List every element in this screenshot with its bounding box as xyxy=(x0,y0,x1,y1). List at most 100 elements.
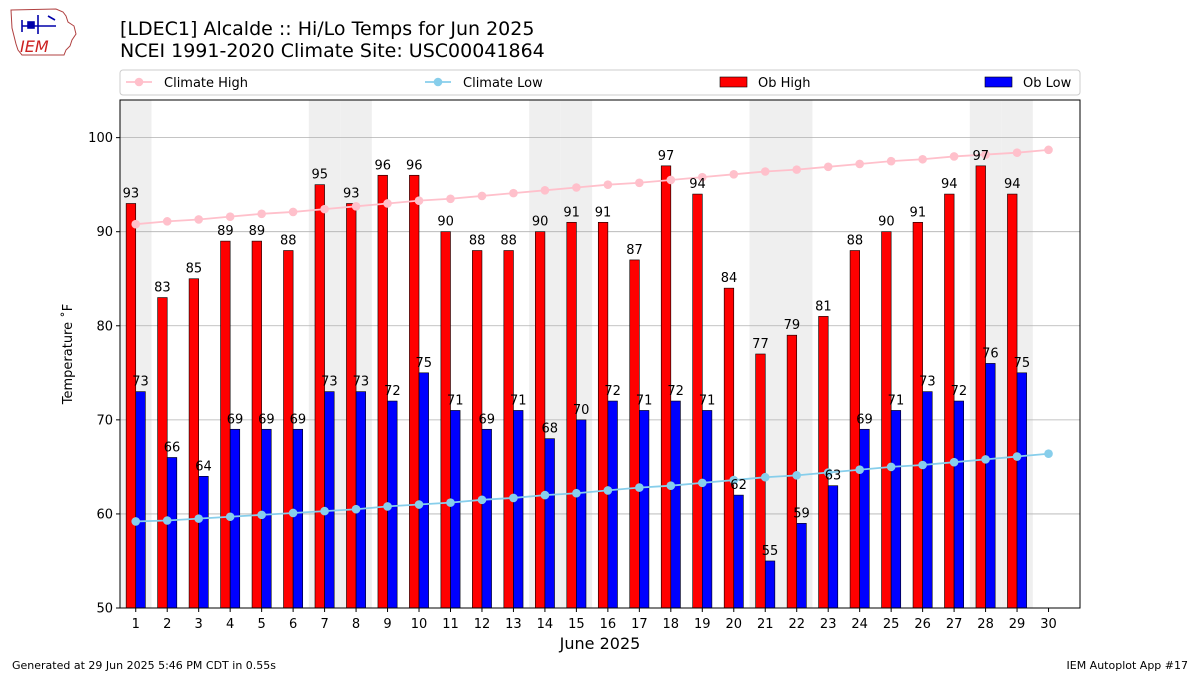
ytick-label-100: 100 xyxy=(88,131,113,146)
plot-frame xyxy=(119,99,1081,609)
ob-high-label-8: 93 xyxy=(343,186,360,201)
climate-low-point-21 xyxy=(760,472,770,482)
ob-low-bar-14 xyxy=(544,438,555,609)
xtick-label-11: 11 xyxy=(442,617,459,632)
ob-high-bar-14 xyxy=(535,231,546,609)
ob-low-label-5: 69 xyxy=(258,412,275,427)
xtick-label-10: 10 xyxy=(411,617,428,632)
climate-high-point-11 xyxy=(446,194,455,204)
ob-high-bar-6 xyxy=(283,250,294,609)
ob-high-label-11: 90 xyxy=(437,215,454,230)
xtick-label-19: 19 xyxy=(694,617,711,632)
climate-high-point-2 xyxy=(162,217,172,226)
ob-low-bar-19 xyxy=(701,410,713,609)
xtick-label-8: 8 xyxy=(352,617,360,632)
ob-low-bar-25 xyxy=(890,410,902,609)
climate-high-point-7 xyxy=(320,204,329,214)
ob-low-label-4: 69 xyxy=(227,412,244,427)
ob-high-label-18: 97 xyxy=(658,149,675,164)
legend-climate-low-label: Climate Low xyxy=(463,76,543,91)
ytick-label-70: 70 xyxy=(96,413,113,428)
ob-low-bar-10 xyxy=(418,372,429,609)
ob-high-label-25: 90 xyxy=(878,215,895,230)
ob-low-label-19: 71 xyxy=(699,393,716,408)
climate-low-point-28 xyxy=(981,455,990,464)
climate-high-point-4 xyxy=(225,212,235,221)
climate-low-point-14 xyxy=(540,490,550,500)
ob-high-bar-24 xyxy=(849,250,860,609)
xtick-label-18: 18 xyxy=(663,617,680,632)
climate-low-point-29 xyxy=(1012,452,1022,461)
ob-low-label-23: 63 xyxy=(825,469,842,484)
climate-high-point-17 xyxy=(635,178,644,188)
ob-high-label-16: 91 xyxy=(595,205,612,220)
climate-low-point-7 xyxy=(320,506,329,516)
xtick-label-29: 29 xyxy=(1009,617,1026,632)
generated-footer: Generated at 29 Jun 2025 5:46 PM CDT in … xyxy=(12,659,277,672)
climate-high-point-6 xyxy=(288,207,298,217)
climate-low-point-13 xyxy=(509,493,518,503)
ob-low-label-2: 66 xyxy=(164,440,181,455)
climate-high-point-27 xyxy=(949,152,959,161)
ob-high-bar-27 xyxy=(944,193,955,609)
ob-high-label-14: 90 xyxy=(532,215,549,230)
ob-low-bar-12 xyxy=(481,428,492,609)
ytick-label-50: 50 xyxy=(96,602,113,617)
climate-high-point-13 xyxy=(509,188,518,198)
xtick-label-20: 20 xyxy=(725,617,742,632)
ob-low-bar-3 xyxy=(198,475,209,609)
ob-high-bar-25 xyxy=(881,231,892,609)
ob-low-bar-15 xyxy=(576,419,587,609)
ob-low-label-21: 55 xyxy=(762,544,779,559)
climate-low-point-22 xyxy=(792,471,802,480)
ob-high-bar-26 xyxy=(912,221,923,609)
ob-low-bar-7 xyxy=(324,391,335,609)
xtick-label-7: 7 xyxy=(320,617,328,632)
ob-high-bar-1 xyxy=(125,203,137,609)
climate-high-point-15 xyxy=(572,183,581,192)
climate-low-point-11 xyxy=(446,498,455,507)
ob-low-label-17: 71 xyxy=(636,393,653,408)
ob-low-label-25: 71 xyxy=(888,393,905,408)
climate-high-point-18 xyxy=(666,175,676,185)
xtick-label-5: 5 xyxy=(257,617,265,632)
ob-low-bar-8 xyxy=(355,391,366,609)
xtick-label-24: 24 xyxy=(851,617,868,632)
xtick-label-4: 4 xyxy=(226,617,234,632)
ob-high-label-17: 87 xyxy=(626,243,643,258)
climate-low-point-4 xyxy=(225,512,235,522)
ob-high-bar-23 xyxy=(818,316,829,609)
climate-low-point-25 xyxy=(886,462,896,472)
ob-high-bar-7 xyxy=(314,184,325,609)
ob-high-label-7: 95 xyxy=(312,168,329,183)
xtick-label-26: 26 xyxy=(914,617,931,632)
logo-text: IEM xyxy=(20,37,49,56)
ob-high-label-19: 94 xyxy=(689,177,706,192)
climate-low-point-16 xyxy=(603,486,613,495)
ob-high-label-6: 88 xyxy=(280,234,297,249)
legend-climate-high-label: Climate High xyxy=(164,76,248,91)
climate-high-point-21 xyxy=(760,167,770,176)
ob-low-label-27: 72 xyxy=(951,384,968,399)
ob-low-bar-18 xyxy=(670,400,681,609)
climate-low-point-8 xyxy=(351,504,361,514)
ob-high-bar-3 xyxy=(188,278,199,609)
climate-high-point-30 xyxy=(1044,145,1053,155)
app-footer: IEM Autoplot App #17 xyxy=(1066,659,1189,672)
chart-title: [LDEC1] Alcalde :: Hi/Lo Temps for Jun 2… xyxy=(120,18,535,40)
ob-low-label-12: 69 xyxy=(478,412,495,427)
ob-high-label-21: 77 xyxy=(752,337,769,352)
xtick-label-17: 17 xyxy=(631,617,648,632)
xtick-label-22: 22 xyxy=(788,617,805,632)
climate-low-point-6 xyxy=(288,508,298,518)
ob-low-label-15: 70 xyxy=(573,403,590,418)
ob-high-bar-28 xyxy=(975,165,986,609)
climate-low-point-23 xyxy=(823,468,833,477)
ob-high-label-2: 83 xyxy=(154,281,171,296)
climate-high-point-16 xyxy=(603,180,613,189)
ob-low-label-24: 69 xyxy=(856,412,873,427)
ob-low-label-29: 75 xyxy=(1014,356,1031,371)
climate-high-point-9 xyxy=(383,199,392,208)
ob-high-bar-29 xyxy=(1007,193,1018,609)
